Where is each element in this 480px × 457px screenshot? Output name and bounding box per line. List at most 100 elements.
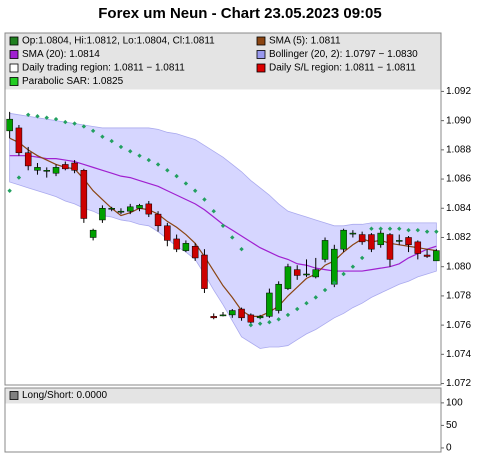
candle-body <box>386 234 394 260</box>
candle-body <box>219 314 227 317</box>
y-tick-label: 0 <box>446 443 452 454</box>
y-tick-label: 1.092 <box>446 86 471 97</box>
sar-dot <box>332 280 337 285</box>
legend-swatch <box>256 36 266 46</box>
legend-swatch <box>9 63 19 73</box>
y-tick-label: 1.090 <box>446 115 471 126</box>
sar-dot <box>192 188 198 193</box>
sar-dot <box>257 321 263 326</box>
y-tick-label: 1.074 <box>446 349 471 360</box>
candle-body <box>52 167 60 174</box>
legend-label: Daily S/L region: 1.0811 − 1.0811 <box>269 63 416 74</box>
y-tick-label: 1.084 <box>446 203 471 214</box>
candle-body <box>191 245 199 259</box>
sar-dot <box>220 223 226 228</box>
legend-swatch <box>256 50 266 59</box>
candle-body <box>6 118 13 132</box>
sar-dot <box>63 119 68 125</box>
candle-body <box>229 310 236 316</box>
sar-dot <box>424 229 430 234</box>
sar-dot <box>415 227 421 233</box>
sar-dot <box>239 246 244 252</box>
candle-body <box>117 210 125 213</box>
sar-dot <box>35 114 40 119</box>
candle-body <box>164 225 171 241</box>
y-tick-label: 1.082 <box>446 232 471 243</box>
sar-dot <box>248 322 254 328</box>
candle-body <box>145 203 153 215</box>
y-tick-label: 1.072 <box>446 378 471 389</box>
sar-dot <box>202 197 207 202</box>
sar-dot <box>137 153 142 158</box>
y-tick-label: 1.078 <box>446 291 471 302</box>
candle-body <box>80 170 88 219</box>
sar-dot <box>350 264 356 269</box>
candle-body <box>256 316 264 319</box>
candle-body <box>423 254 431 257</box>
lower-legend-box <box>5 388 441 404</box>
sar-dot <box>406 227 411 233</box>
sar-dot <box>359 255 365 261</box>
sar-dot <box>7 188 12 193</box>
sar-dot <box>387 226 393 231</box>
chart-title: Forex um Neun - Chart 23.05.2023 09:05 <box>98 5 381 22</box>
sar-dot <box>304 301 309 306</box>
sar-dot <box>276 317 281 322</box>
sar-dot <box>267 319 272 325</box>
legend-label: Bollinger (20, 2): 1.0797 − 1.0830 <box>269 49 418 60</box>
legend-swatch <box>9 36 19 46</box>
candle-body <box>15 127 23 154</box>
candle-body <box>284 266 292 289</box>
sar-dot <box>174 173 179 179</box>
candle-body <box>210 316 217 319</box>
sar-dot <box>211 208 216 214</box>
candle-body <box>182 243 190 251</box>
sar-dot <box>25 112 31 117</box>
candle-body <box>349 232 357 235</box>
y-tick-label: 100 <box>446 398 463 409</box>
legend-swatch <box>9 50 19 59</box>
sar-dot <box>341 271 346 277</box>
candle-body <box>238 308 245 319</box>
candle-body <box>303 273 310 276</box>
legend-label: Daily trading region: 1.0811 − 1.0811 <box>22 63 185 74</box>
candle-body <box>266 292 273 317</box>
sar-dot <box>155 162 161 167</box>
sar-dot <box>369 226 374 231</box>
sar-dot <box>81 124 87 129</box>
sar-dot <box>128 149 133 154</box>
bollinger-band <box>9 112 437 349</box>
candle-body <box>99 208 106 221</box>
candle-body <box>321 240 329 260</box>
sar-dot <box>397 226 402 231</box>
candle-body <box>89 229 97 238</box>
legend-label: Long/Short: 0.0000 <box>22 390 108 401</box>
sar-dot <box>100 134 105 139</box>
sar-dot <box>322 287 328 293</box>
y-tick-label: 1.088 <box>446 144 471 155</box>
legend-swatch <box>9 391 19 400</box>
candle-body <box>396 240 403 242</box>
sar-dot <box>230 235 235 240</box>
candle-body <box>173 238 180 250</box>
candle-body <box>331 248 338 285</box>
y-tick-label: 1.080 <box>446 261 471 272</box>
sar-dot <box>285 312 291 318</box>
sar-dot <box>183 181 189 186</box>
sar-dot <box>72 121 77 126</box>
candle-body <box>247 314 255 323</box>
candle-body <box>43 170 50 172</box>
candle-body <box>34 167 41 171</box>
candle-body <box>377 232 384 246</box>
candle-body <box>358 234 366 243</box>
candle-body <box>24 152 32 167</box>
candle-body <box>62 164 69 170</box>
legend-label: SMA (5): 1.0811 <box>269 36 341 47</box>
candle-body <box>312 269 320 278</box>
sar-dot <box>434 229 439 234</box>
sar-dot <box>44 115 49 120</box>
legend-swatch <box>256 63 266 73</box>
candle-body <box>126 206 134 212</box>
sar-dot <box>90 128 96 134</box>
